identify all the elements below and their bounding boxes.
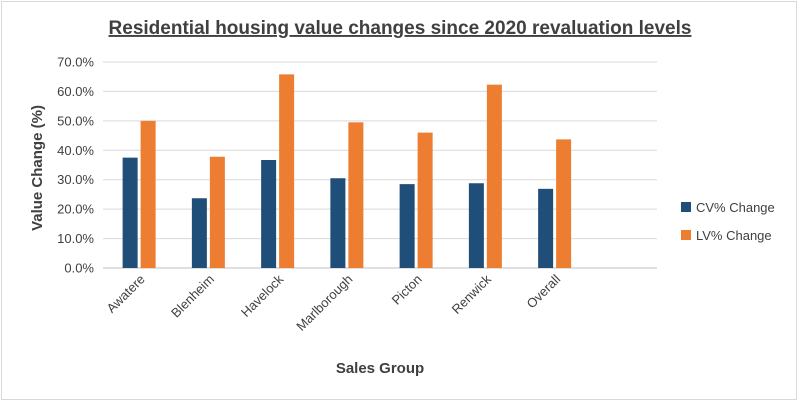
legend-label: CV% Change	[696, 200, 775, 215]
x-tick-label: Blenheim	[168, 272, 217, 321]
x-tick-label: Marlborough	[293, 272, 355, 334]
y-tick-label: 70.0%	[57, 55, 94, 70]
bar-cv-overall	[538, 188, 554, 268]
x-tick-label: Havelock	[238, 271, 287, 320]
legend: CV% Change LV% Change	[681, 200, 775, 243]
x-axis-ticks: Awatere Blenheim Havelock Marlborough Picton…	[104, 271, 564, 334]
bars	[122, 74, 572, 268]
bar-lv-picton	[417, 132, 433, 268]
y-axis-title: Value Change (%)	[29, 105, 46, 231]
bar-cv-havelock	[261, 159, 277, 268]
y-tick-label: 20.0%	[57, 202, 94, 217]
legend-swatch	[681, 230, 691, 240]
bar-cv-picton	[399, 184, 415, 268]
x-tick-label: Renwick	[449, 271, 495, 317]
x-tick-label: Overall	[524, 271, 564, 311]
bar-cv-blenheim	[191, 198, 207, 268]
bar-cv-awatere	[122, 157, 138, 268]
y-tick-label: 30.0%	[57, 172, 94, 187]
bar-lv-blenheim	[209, 156, 225, 268]
bar-lv-awatere	[140, 120, 156, 268]
x-axis-title: Sales Group	[336, 360, 424, 377]
bar-cv-marlborough	[330, 178, 346, 268]
x-tick-label: Awatere	[104, 272, 148, 316]
x-tick-label: Picton	[389, 272, 425, 308]
gridlines	[103, 61, 657, 269]
bar-lv-overall	[556, 139, 572, 268]
y-tick-label: 50.0%	[57, 113, 94, 128]
bar-cv-renwick	[468, 183, 484, 268]
y-axis-ticks: 0.0% 10.0% 20.0% 30.0% 40.0% 50.0% 60.0% 70.0%	[57, 55, 94, 276]
y-tick-label: 60.0%	[57, 84, 94, 99]
legend-swatch	[681, 202, 691, 212]
y-tick-label: 10.0%	[57, 231, 94, 246]
bar-lv-marlborough	[348, 122, 364, 268]
bar-lv-renwick	[486, 84, 502, 268]
y-tick-label: 0.0%	[64, 261, 94, 276]
legend-label: LV% Change	[696, 228, 772, 243]
bar-lv-havelock	[279, 74, 295, 268]
chart-title: Residential housing value changes since …	[109, 18, 692, 39]
y-tick-label: 40.0%	[57, 143, 94, 158]
